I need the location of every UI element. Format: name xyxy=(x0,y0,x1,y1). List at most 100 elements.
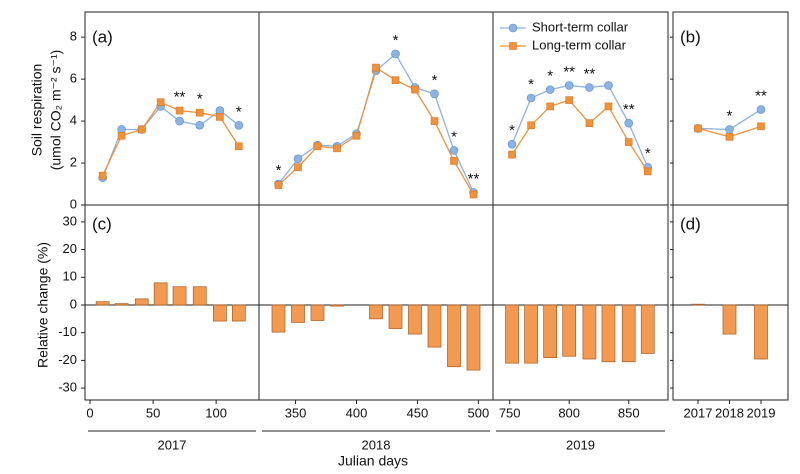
bar xyxy=(369,304,383,320)
marker xyxy=(585,83,594,92)
x-tick-label: 350 xyxy=(285,405,307,420)
bar xyxy=(466,304,481,371)
marker xyxy=(725,125,734,134)
x-tick-label: 0 xyxy=(86,405,93,420)
y-tick-label: 2 xyxy=(70,154,77,169)
panel-label: (b) xyxy=(680,27,701,46)
marker xyxy=(98,171,107,180)
year-label: 2018 xyxy=(362,437,391,452)
x-tick-label: 400 xyxy=(346,405,368,420)
significance: ** xyxy=(468,170,480,187)
significance: * xyxy=(236,103,242,120)
marker xyxy=(604,81,613,90)
x-tick-label: 800 xyxy=(558,405,580,420)
marker xyxy=(526,93,536,103)
marker xyxy=(137,125,146,134)
marker xyxy=(274,181,283,189)
y-axis-label: Relative change (%) xyxy=(35,242,51,368)
legend-marker xyxy=(509,42,517,50)
significance: * xyxy=(727,107,733,124)
x-tick-label: 850 xyxy=(618,405,640,420)
marker xyxy=(391,49,400,59)
significance: ** xyxy=(174,89,186,106)
bar xyxy=(172,286,187,306)
bar xyxy=(562,304,577,357)
bar xyxy=(134,298,149,306)
marker xyxy=(507,139,517,149)
year-label: 2019 xyxy=(566,437,595,452)
bar xyxy=(427,304,442,348)
marker xyxy=(694,124,702,133)
bar xyxy=(271,304,286,333)
bar xyxy=(582,304,597,360)
y-axis-label: (umol CO₂ m⁻² s⁻¹) xyxy=(48,50,64,171)
significance: * xyxy=(509,122,515,139)
panel-label: (c) xyxy=(92,214,112,233)
bar xyxy=(543,304,557,358)
marker xyxy=(352,131,361,140)
bar xyxy=(153,282,168,306)
left-frame xyxy=(84,11,669,401)
marker xyxy=(411,85,419,94)
bar xyxy=(621,304,636,363)
x-tick-label: 2017 xyxy=(684,405,713,420)
marker xyxy=(527,121,535,130)
panel-label: (d) xyxy=(680,214,701,233)
significance: * xyxy=(451,128,457,145)
bar xyxy=(231,304,246,322)
significance: ** xyxy=(584,65,596,82)
marker xyxy=(293,154,303,164)
marker xyxy=(450,157,458,165)
bar xyxy=(114,303,129,306)
x-tick-label: 100 xyxy=(205,405,227,420)
significance: * xyxy=(528,76,534,93)
x-tick-label: 2018 xyxy=(715,405,744,420)
significance: ** xyxy=(755,88,767,105)
marker xyxy=(430,117,439,125)
bar xyxy=(291,304,305,323)
bar xyxy=(192,286,207,306)
marker xyxy=(391,76,400,84)
series-line xyxy=(278,66,475,195)
significance: * xyxy=(393,32,399,49)
marker xyxy=(294,163,302,172)
marker xyxy=(604,102,613,111)
y-tick-label: 0 xyxy=(70,296,77,311)
marker xyxy=(565,96,573,104)
year-label: 2017 xyxy=(158,437,187,452)
marker xyxy=(175,106,184,115)
right-frame xyxy=(672,11,789,401)
marker xyxy=(757,122,765,131)
x-tick-label: 2019 xyxy=(747,405,776,420)
marker xyxy=(313,142,322,151)
marker xyxy=(216,113,224,121)
marker xyxy=(643,167,652,176)
bar xyxy=(213,304,227,322)
x-tick-label: 750 xyxy=(499,405,521,420)
marker xyxy=(624,138,633,146)
x-tick-label: 500 xyxy=(468,405,490,420)
marker xyxy=(564,81,574,90)
y-tick-label: 20 xyxy=(63,241,77,256)
legend-label: Long-term collar xyxy=(532,37,627,52)
bar xyxy=(601,304,616,363)
marker xyxy=(756,105,766,114)
y-tick-label: -20 xyxy=(58,352,77,367)
significance: * xyxy=(547,68,553,85)
significance: * xyxy=(197,91,203,108)
marker xyxy=(156,98,165,107)
marker xyxy=(195,120,205,130)
y-tick-label: 10 xyxy=(63,269,77,284)
marker xyxy=(333,144,341,153)
marker xyxy=(725,133,734,141)
marker xyxy=(195,108,204,117)
legend-label: Short-term collar xyxy=(532,19,629,34)
marker xyxy=(234,120,244,130)
bar xyxy=(691,303,705,306)
marker xyxy=(449,146,459,155)
marker xyxy=(372,63,380,72)
y-tick-label: 8 xyxy=(70,29,77,44)
y-tick-label: 4 xyxy=(70,113,77,128)
significance: * xyxy=(276,162,282,179)
